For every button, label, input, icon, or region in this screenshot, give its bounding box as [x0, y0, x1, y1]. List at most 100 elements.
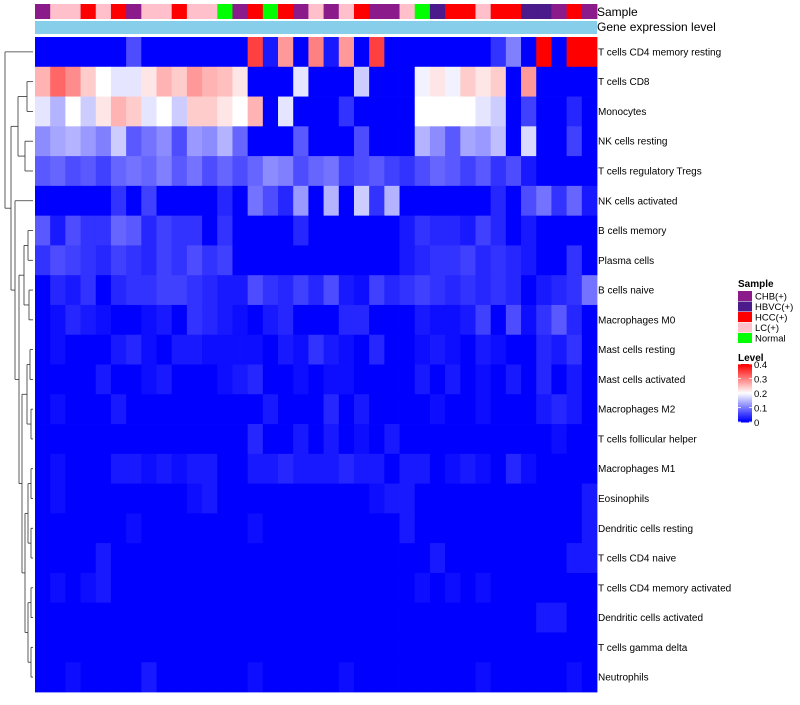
heatmap-cell — [156, 483, 173, 514]
heatmap-cell — [384, 185, 400, 217]
heatmap-cell — [247, 394, 264, 425]
heatmap-cell — [232, 96, 249, 127]
heatmap-cell — [384, 37, 400, 68]
heatmap-cell — [536, 364, 552, 395]
heatmap-cell — [95, 156, 112, 187]
legend-sample-label: CHB(+) — [755, 292, 787, 303]
heatmap-cell — [384, 572, 400, 604]
heatmap-cell — [369, 632, 385, 663]
heatmap-cell — [551, 453, 568, 484]
heatmap-cell — [338, 632, 355, 663]
heatmap-cell — [338, 602, 355, 633]
heatmap-cell — [490, 304, 507, 336]
heatmap-cell — [65, 37, 81, 68]
heatmap-cell — [110, 543, 127, 574]
heatmap-cell — [445, 304, 461, 336]
heatmap-cell — [247, 66, 264, 97]
heatmap-cell — [308, 304, 324, 336]
colorbar-segment — [738, 400, 752, 403]
heatmap-cell — [445, 602, 461, 633]
heatmap-cell — [338, 572, 355, 604]
heatmap-cell — [278, 334, 294, 365]
sample-swatch-17 — [293, 4, 309, 19]
heatmap-cell — [95, 572, 112, 604]
heatmap-cell — [521, 364, 537, 395]
heatmap-cell — [384, 453, 400, 484]
heatmap-cell — [323, 156, 340, 187]
heatmap-cell — [110, 275, 127, 306]
heatmap-cell — [445, 424, 461, 455]
heatmap-cell — [262, 483, 279, 514]
heatmap-cell — [308, 543, 324, 574]
heatmap-cell — [490, 602, 507, 633]
sample-swatch-4 — [95, 4, 112, 19]
heatmap-cell — [232, 513, 249, 544]
heatmap-cell — [80, 572, 97, 604]
heatmap-cell — [308, 572, 324, 604]
heatmap-cell — [262, 275, 279, 306]
heatmap-cell — [35, 602, 51, 633]
heatmap-cell — [369, 275, 385, 306]
row-label: T cells gamma delta — [598, 643, 688, 654]
heatmap-cell — [110, 572, 127, 604]
colorbar-tick-label: 0.2 — [754, 389, 767, 400]
heatmap-cell — [35, 424, 51, 455]
heatmap-cell — [536, 96, 552, 127]
heatmap-cell — [247, 513, 264, 544]
heatmap-cell — [80, 156, 97, 187]
heatmap-cell — [323, 275, 340, 306]
heatmap-cell — [65, 662, 81, 693]
heatmap-cell — [278, 37, 294, 68]
heatmap-cell — [445, 662, 461, 693]
heatmap-cell — [35, 513, 51, 544]
heatmap-cell — [353, 126, 370, 157]
heatmap-cell — [110, 215, 127, 246]
heatmap-cell — [323, 126, 340, 157]
heatmap-cell — [323, 483, 340, 514]
heatmap-cell — [414, 513, 431, 544]
sample-swatch-12 — [217, 4, 233, 19]
heatmap-cell — [551, 483, 568, 514]
colorbar-segment — [738, 391, 752, 394]
heatmap-cell — [414, 572, 431, 604]
heatmap-cell — [384, 513, 400, 544]
heatmap-cell — [126, 662, 142, 693]
heatmap-cell — [323, 453, 340, 484]
heatmap-cell — [202, 543, 218, 574]
heatmap-cell — [156, 364, 173, 395]
heatmap-cell — [278, 185, 294, 217]
heatmap-cell — [293, 275, 309, 306]
heatmap-cell — [156, 513, 173, 544]
heatmap-cell — [110, 602, 127, 633]
heatmap-cell — [521, 424, 537, 455]
sample-swatch-31 — [505, 4, 522, 19]
heatmap-cell — [141, 394, 157, 425]
heatmap-cell — [95, 37, 112, 68]
heatmap-cell — [399, 66, 416, 97]
heatmap-cell — [232, 662, 249, 693]
heatmap-cell — [369, 126, 385, 157]
heatmap-cell — [35, 334, 51, 365]
heatmap-cell — [156, 156, 173, 187]
heatmap-cell — [232, 37, 249, 68]
heatmap-cell — [490, 66, 507, 97]
heatmap-cell — [308, 185, 324, 217]
heatmap-cell — [293, 334, 309, 365]
heatmap-cell — [308, 424, 324, 455]
heatmap-cell — [247, 424, 264, 455]
row-label: T cells CD4 memory resting — [598, 47, 721, 58]
row-label: Macrophages M0 — [598, 315, 676, 326]
row-label: T cells follicular helper — [598, 434, 697, 445]
heatmap-cell — [551, 632, 568, 663]
heatmap-cell — [65, 126, 81, 157]
heatmap-cell — [460, 364, 476, 395]
heatmap-cell — [186, 572, 203, 604]
heatmap-cell — [171, 245, 188, 276]
heatmap-cell — [308, 453, 324, 484]
heatmap-cell — [247, 543, 264, 574]
heatmap-cell — [505, 245, 522, 276]
heatmap-cell — [490, 364, 507, 395]
colorbar-tick-label: 0 — [754, 418, 759, 429]
heatmap-cell — [566, 632, 583, 663]
heatmap-cell — [490, 662, 507, 693]
